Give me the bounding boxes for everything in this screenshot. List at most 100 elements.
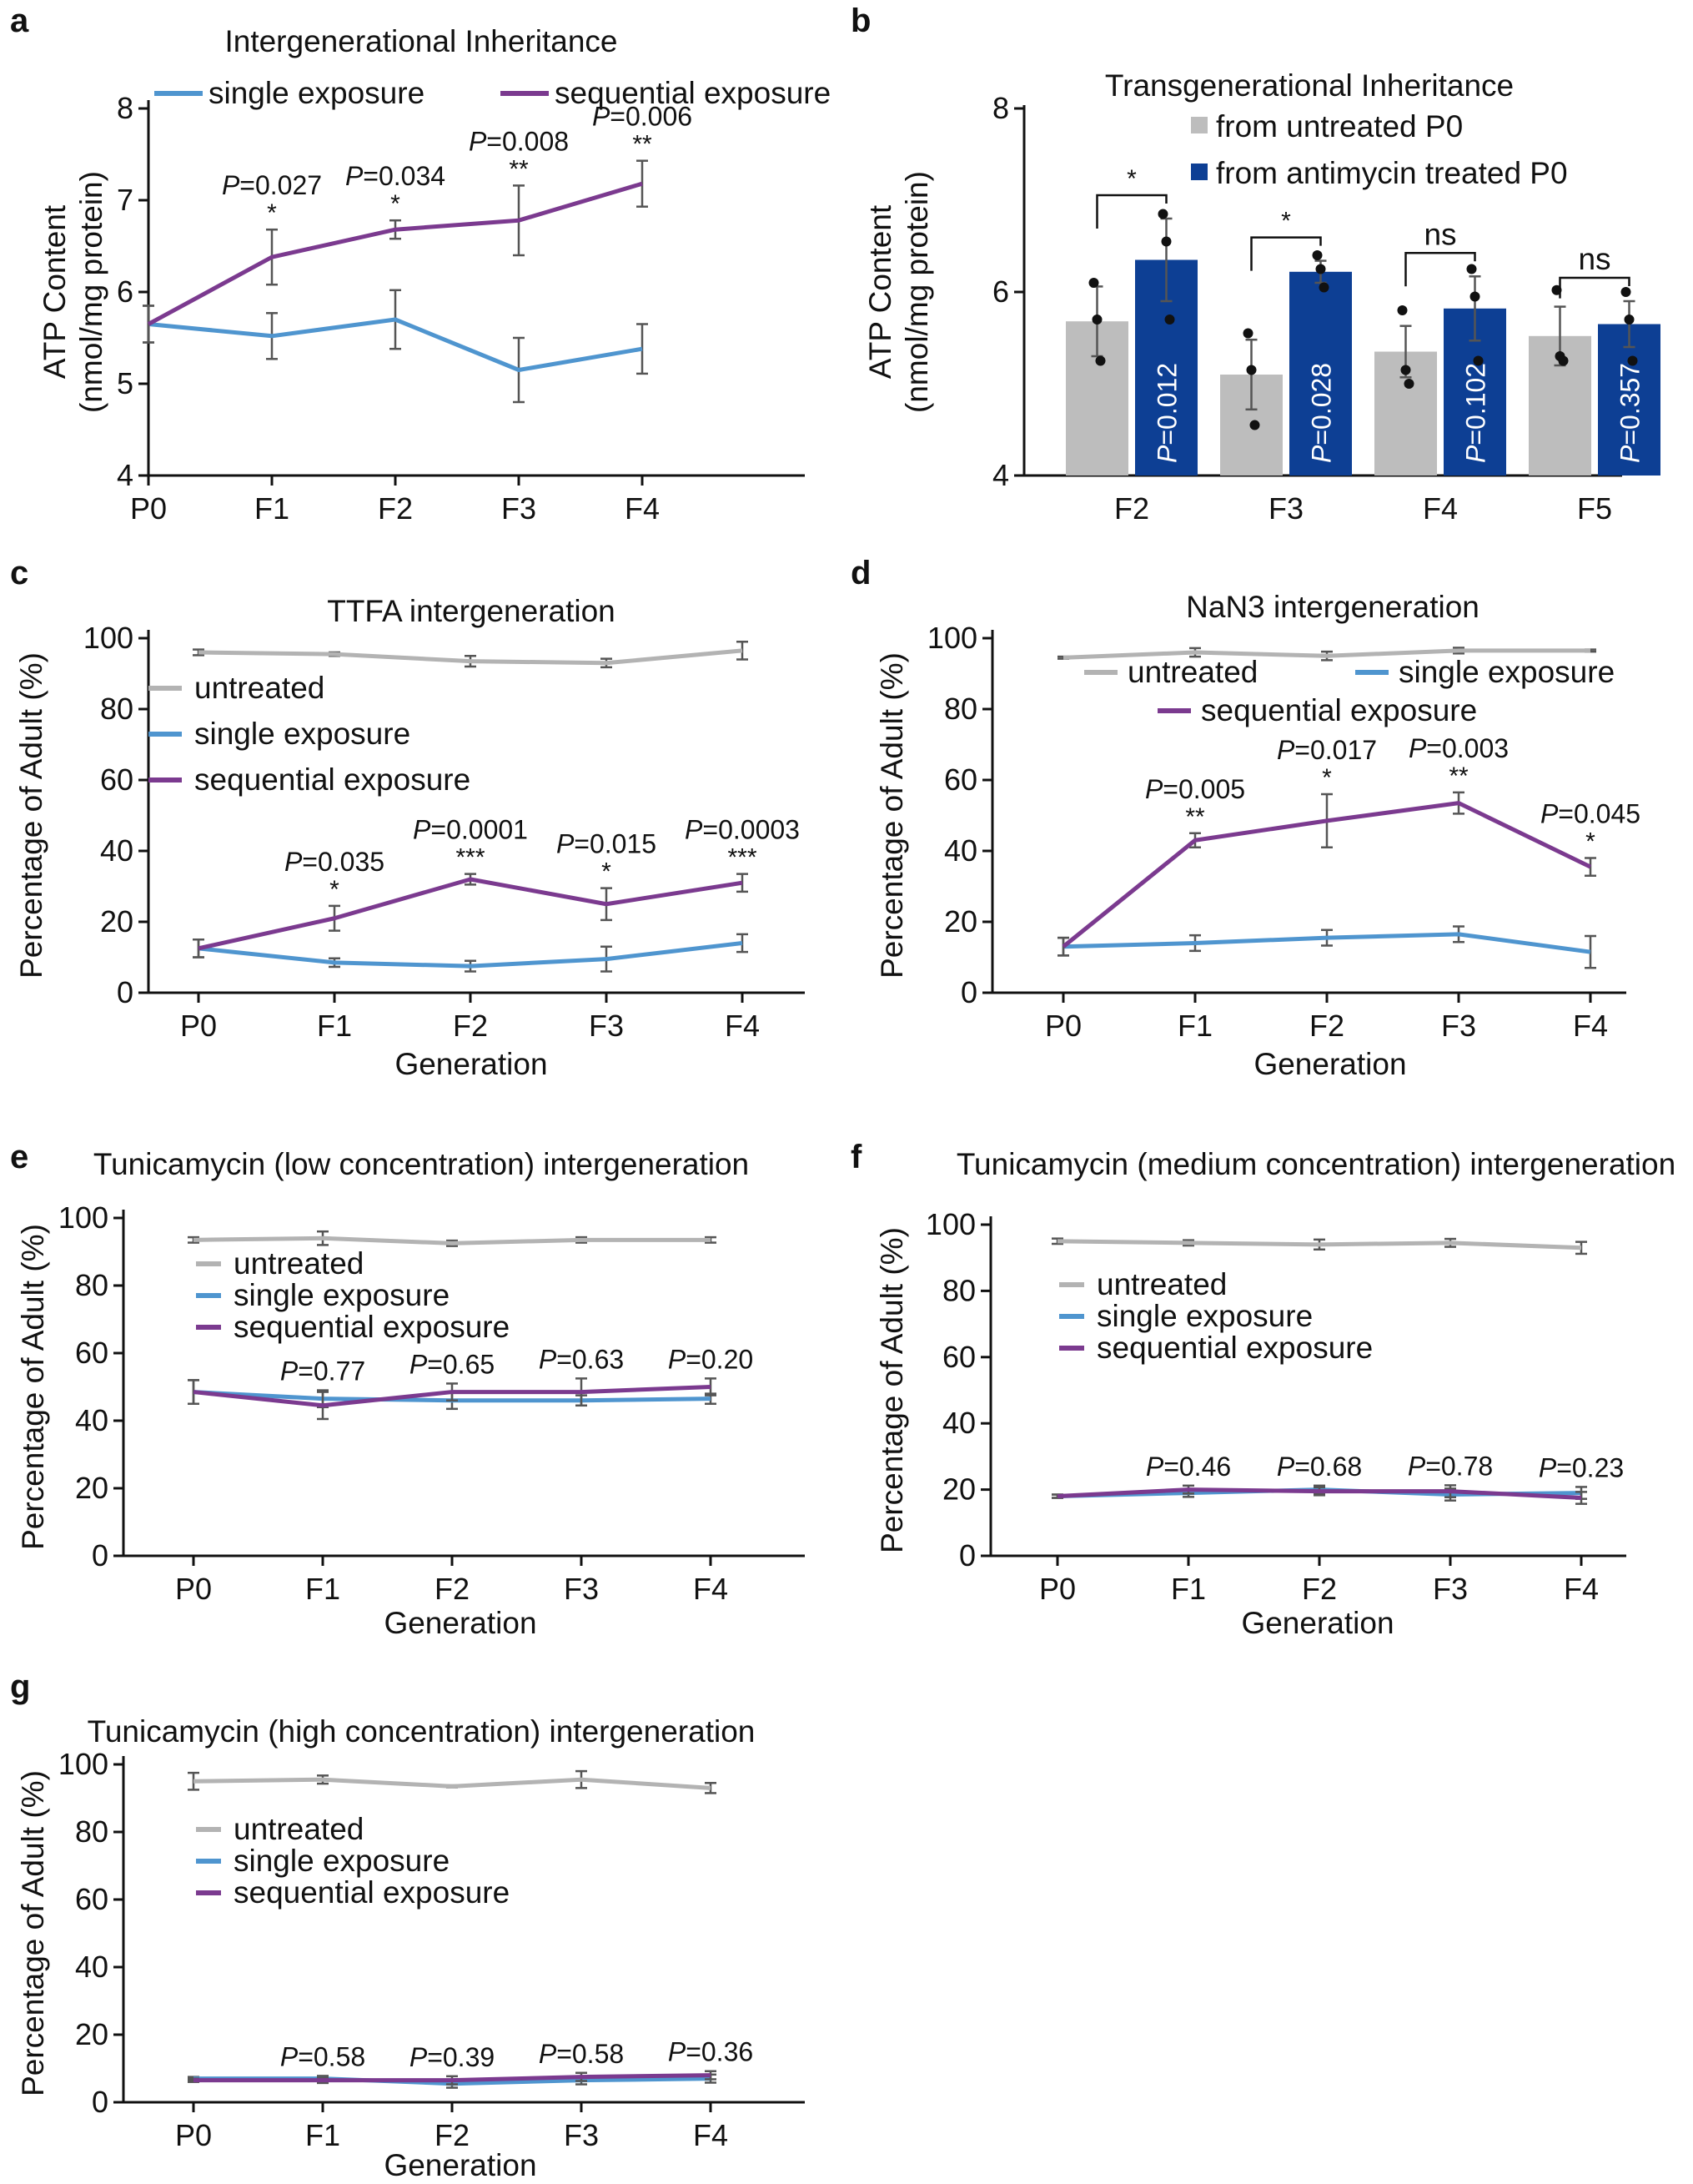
- x-axis-label: Generation: [1241, 1606, 1394, 1640]
- significance-stars: **: [509, 155, 529, 183]
- chart-title: Transgenerational Inheritance: [1105, 68, 1514, 103]
- series-line-untreated: [198, 648, 743, 666]
- axes: [147, 100, 805, 477]
- panel-label: c: [10, 555, 28, 591]
- panel-label: b: [851, 3, 871, 39]
- significance-stars: *: [390, 190, 400, 218]
- x-tick-label: F1: [317, 1009, 352, 1043]
- y-tick-label: 0: [959, 1538, 976, 1573]
- y-tick-label: 4: [117, 458, 133, 492]
- x-tick-label: F5: [1577, 491, 1612, 526]
- y-tick-label: 60: [942, 1340, 976, 1374]
- p-value-label: P=0.65: [409, 1349, 495, 1379]
- legend-label: sequential exposure: [1201, 693, 1477, 727]
- chart-title: Tunicamycin (medium concentration) inter…: [957, 1147, 1675, 1181]
- p-value-label: P=0.045: [1540, 799, 1640, 829]
- y-tick-label: 80: [75, 1814, 108, 1849]
- x-tick-label: F4: [693, 1572, 728, 1606]
- data-point: [1469, 291, 1480, 302]
- series-line-single-exposure: [198, 941, 743, 969]
- data-point: [1315, 264, 1326, 274]
- legend-label: sequential exposure: [1097, 1331, 1373, 1365]
- significance-stars: **: [1449, 762, 1469, 790]
- panel-e: e Tunicamycin (low concentration) interge…: [10, 1139, 805, 1640]
- significance-stars: ***: [727, 844, 756, 872]
- bar-p-value: P=0.357: [1615, 363, 1645, 463]
- bar-p-value: P=0.028: [1307, 363, 1337, 463]
- significance-label: *: [1281, 208, 1291, 235]
- series-line-sequential-exposure: [147, 181, 643, 326]
- p-value-label: P=0.035: [284, 847, 384, 877]
- legend-label: untreated: [234, 1246, 364, 1281]
- data-point: [1620, 287, 1631, 297]
- x-tick-label: F2: [435, 2118, 470, 2152]
- data-point: [1319, 282, 1329, 293]
- x-tick-label: F4: [1564, 1572, 1599, 1606]
- p-value-label: P=0.36: [668, 2037, 753, 2067]
- significance-label: ns: [1578, 242, 1610, 276]
- significance-stars: *: [1585, 828, 1595, 856]
- significance-label: ns: [1424, 217, 1456, 251]
- legend-label: sequential exposure: [194, 762, 470, 797]
- series-line-sequential-exposure: [198, 877, 743, 951]
- y-axis-label: (nmol/mg protein): [900, 171, 934, 413]
- p-value-label: P=0.017: [1277, 735, 1377, 765]
- data-point: [1624, 315, 1635, 325]
- series-line-sequential-exposure: [1057, 1487, 1582, 1501]
- series-line-untreated: [193, 1235, 711, 1245]
- panel-c: c TTFA intergeneration 0 20 40 60 80 100 P0 F1 F2 F…: [10, 555, 805, 1081]
- x-tick-label: P0: [130, 491, 167, 526]
- significance-bracket: [1404, 252, 1476, 287]
- y-tick-label: 0: [961, 975, 977, 1009]
- chart-title: Tunicamycin (high concentration) interge…: [88, 1714, 756, 1749]
- x-tick-label: P0: [1045, 1009, 1082, 1043]
- y-tick-label: 60: [75, 1882, 108, 1916]
- y-tick-label: 4: [992, 458, 1009, 492]
- y-tick-label: 20: [942, 1472, 976, 1507]
- x-tick-label: P0: [1039, 1572, 1076, 1606]
- panel-label: d: [851, 555, 871, 591]
- y-axis-label: Percentage of Adult (%): [875, 652, 909, 979]
- x-tick-label: F2: [453, 1009, 488, 1043]
- chart-title: Tunicamycin (low concentration) intergen…: [93, 1147, 749, 1181]
- panel-label: g: [10, 1668, 30, 1705]
- y-tick-label: 100: [58, 1200, 108, 1235]
- p-value-label: P=0.027: [222, 170, 322, 200]
- legend-label: from antimycin treated P0: [1216, 156, 1568, 190]
- y-tick-label: 40: [75, 1950, 108, 1984]
- data-point: [1092, 315, 1103, 325]
- series-line-sequential-exposure: [193, 1385, 711, 1408]
- x-tick-label: F1: [305, 1572, 340, 1606]
- y-tick-label: 40: [100, 833, 133, 868]
- significance-stars: *: [329, 876, 339, 903]
- x-tick-label: P0: [175, 2118, 212, 2152]
- data-point: [1161, 236, 1172, 247]
- data-point: [1246, 365, 1257, 375]
- legend-label: single exposure: [1097, 1299, 1313, 1333]
- x-tick-label: F3: [501, 491, 536, 526]
- x-tick-label: F3: [564, 1572, 599, 1606]
- legend-label: single exposure: [234, 1278, 450, 1312]
- series-line-single-exposure: [148, 317, 643, 372]
- p-value-label: P=0.0003: [685, 815, 800, 845]
- p-value-label: P=0.0001: [413, 815, 528, 845]
- significance-stars: **: [632, 131, 652, 159]
- series-line-untreated: [193, 1777, 711, 1790]
- legend-swatch: [1191, 164, 1208, 180]
- significance-bracket: [1096, 194, 1168, 229]
- legend-label: sequential exposure: [234, 1875, 510, 1910]
- data-point: [1164, 315, 1175, 325]
- series-line-single-exposure: [1063, 932, 1591, 954]
- y-axis-label: ATP Content: [38, 204, 72, 379]
- x-tick-label: F1: [1178, 1009, 1213, 1043]
- p-value-label: P=0.008: [469, 126, 569, 156]
- y-tick-label: 80: [944, 692, 977, 726]
- p-value-label: P=0.20: [668, 1344, 753, 1374]
- chart-title: Intergenerational Inheritance: [224, 24, 617, 58]
- series-line-untreated: [1063, 648, 1590, 660]
- legend-label: sequential exposure: [555, 76, 831, 110]
- y-tick-label: 8: [117, 91, 133, 125]
